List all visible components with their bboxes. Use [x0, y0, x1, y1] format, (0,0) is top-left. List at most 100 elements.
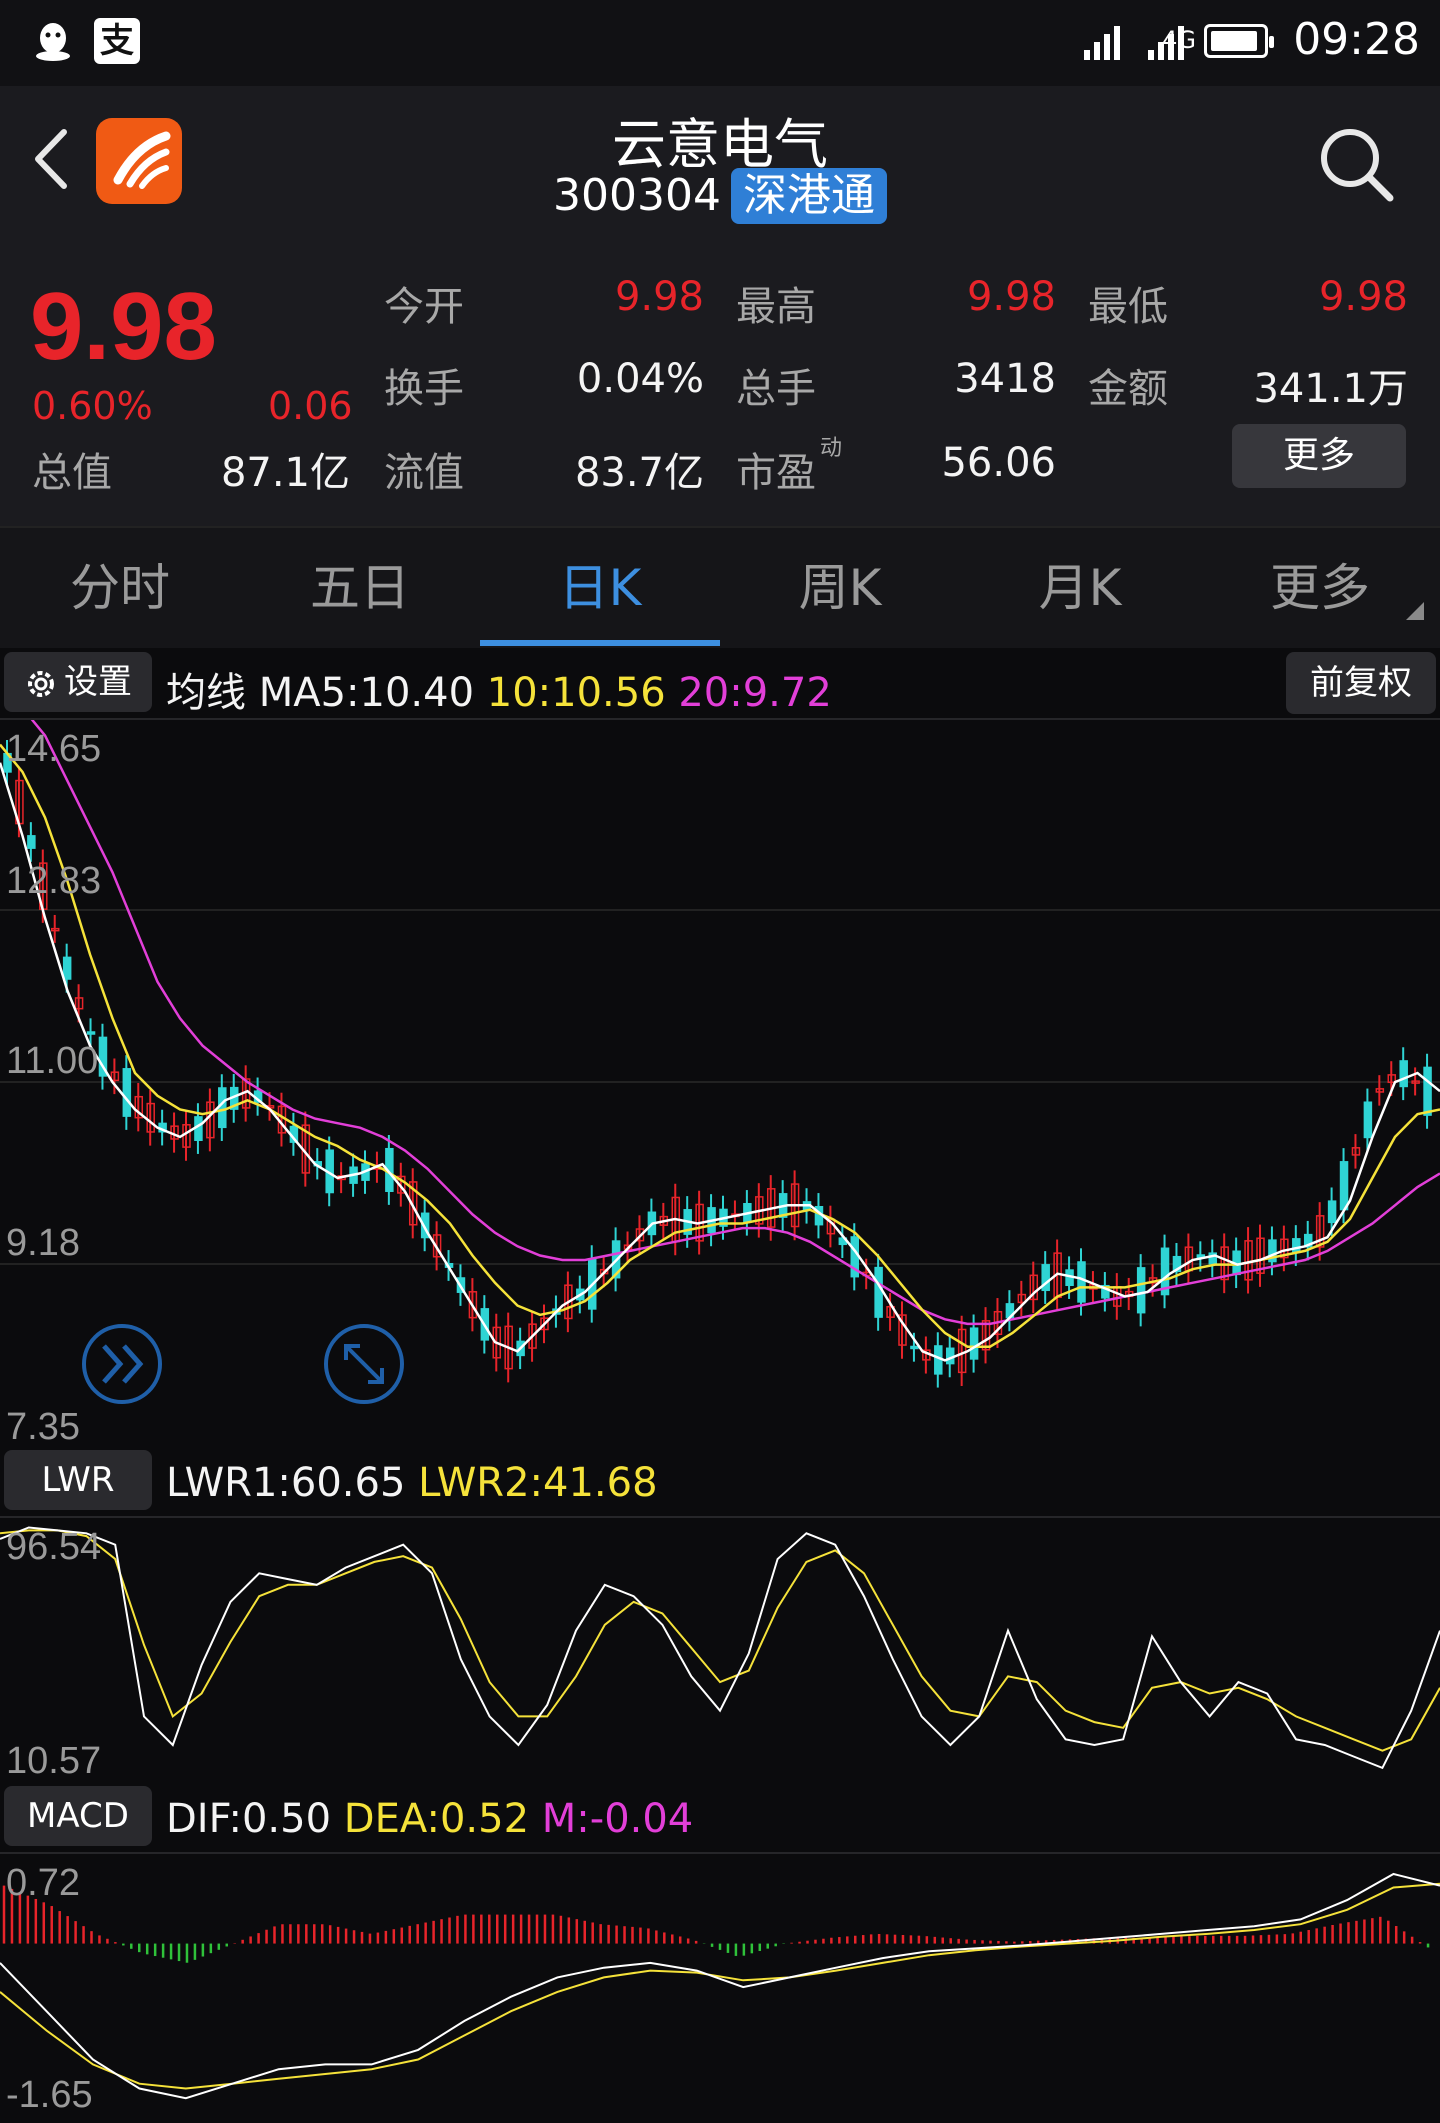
candle-body — [50, 927, 60, 932]
quote-label-low: 最低 — [1088, 284, 1168, 330]
search-icon[interactable] — [1316, 124, 1396, 204]
price-axis-label: 12.83 — [6, 860, 102, 902]
candle-body — [74, 997, 84, 1010]
quote-value-volume: 3418 — [954, 356, 1056, 402]
candle-body — [1363, 1101, 1373, 1139]
candle-body — [420, 1212, 430, 1239]
quote-value-turnover: 0.04% — [576, 356, 704, 402]
macd-legend: DIF:0.50 DEA:0.52 M:-0.04 — [166, 1796, 693, 1842]
quote-label-volume: 总手 — [736, 366, 816, 412]
candle-body — [110, 1071, 120, 1082]
candle-body — [408, 1181, 418, 1226]
tab-daily-k[interactable]: 日K — [558, 559, 642, 617]
candle-body — [1041, 1264, 1050, 1292]
quote-label-open: 今开 — [384, 284, 464, 330]
lwr-indicator-button[interactable]: LWR — [4, 1450, 152, 1510]
candle-body — [1160, 1247, 1170, 1296]
price-axis-label: 11.00 — [6, 1040, 99, 1082]
macd-indicator-button[interactable]: MACD — [4, 1786, 152, 1846]
market-badge: 深港通 — [730, 168, 887, 224]
candle-body — [86, 1031, 96, 1035]
candle-body — [492, 1326, 502, 1359]
change-percent: 0.60% — [32, 384, 153, 428]
candle-body — [945, 1347, 955, 1365]
last-price: 9.98 — [30, 273, 217, 380]
gear-icon — [28, 670, 54, 697]
candle-body — [1208, 1252, 1218, 1265]
pe-dynamic-mark: 动 — [820, 436, 843, 461]
quote-label-amount: 金额 — [1088, 366, 1168, 412]
quote-value-amount: 341.1万 — [1253, 366, 1408, 412]
macd-legend-row — [0, 1782, 1440, 1854]
fast-forward-icon[interactable] — [82, 1324, 162, 1404]
ma-title: 均线 — [166, 670, 246, 716]
candle-body — [1315, 1215, 1325, 1248]
candle-body — [1029, 1274, 1039, 1301]
back-icon[interactable] — [26, 124, 76, 194]
candle-body — [1327, 1200, 1337, 1224]
candle-body — [528, 1323, 537, 1349]
candle-body — [981, 1320, 991, 1351]
alipay-icon: 支 — [94, 18, 140, 64]
candle-body — [1411, 1080, 1420, 1084]
more-quote-button[interactable]: 更多 — [1232, 424, 1406, 488]
candle-body — [218, 1087, 227, 1129]
candle-body — [1339, 1161, 1349, 1211]
tab-weekly-k[interactable]: 周K — [798, 559, 882, 617]
tab-more-corner-icon — [1406, 602, 1424, 620]
header — [0, 86, 1440, 256]
candle-body — [1017, 1293, 1027, 1304]
candle-body — [27, 835, 36, 849]
macd-axis-label: -1.65 — [6, 2074, 93, 2116]
quote-value-pe: 56.06 — [941, 440, 1056, 486]
lwr-chart[interactable] — [0, 1518, 1440, 1782]
candle-body — [432, 1234, 442, 1258]
battery-icon — [1204, 24, 1274, 58]
fullscreen-icon[interactable] — [324, 1324, 404, 1404]
quote-value-open: 9.98 — [614, 274, 704, 320]
period-tabs — [0, 526, 1440, 648]
tab-more[interactable]: 更多 — [1270, 559, 1370, 617]
change-amount: 0.06 — [268, 384, 353, 428]
candle-body — [1256, 1237, 1265, 1274]
quote-label-pe: 市盈 — [736, 450, 816, 496]
candle-body — [122, 1068, 132, 1117]
forward-adjust-button[interactable]: 前复权 — [1286, 652, 1436, 714]
ma5-line — [0, 762, 1440, 1362]
app-logo — [96, 118, 182, 204]
macd-axis-label: 0.72 — [6, 1862, 80, 1904]
candle-body — [1375, 1088, 1385, 1093]
battery-level — [1211, 31, 1257, 51]
ma5-value: MA5:10.40 — [258, 670, 475, 716]
candlestick-chart[interactable] — [0, 720, 1440, 1446]
quote-panel — [0, 256, 1440, 526]
candle-body — [1172, 1255, 1182, 1273]
stock-code-row: 300304 深港通 — [0, 168, 1440, 224]
settings-button[interactable]: 设置 — [4, 652, 152, 712]
candle-body — [62, 956, 72, 980]
lwr2-value: LWR2:41.68 — [418, 1460, 658, 1506]
lwr-axis-label: 96.54 — [6, 1526, 102, 1568]
lwr-legend: LWR1:60.65 LWR2:41.68 — [166, 1460, 658, 1506]
quote-label-turnover: 换手 — [384, 366, 464, 412]
macd-chart[interactable] — [0, 1854, 1440, 2123]
lwr2-line — [0, 1529, 1440, 1752]
candle-body — [1101, 1284, 1110, 1299]
tab-five-day[interactable]: 五日 — [310, 559, 410, 617]
ma20-line — [30, 720, 1440, 1326]
ma-legend: 均线 MA5:10.40 10:10.56 20:9.72 — [166, 660, 832, 718]
quote-value-low: 9.98 — [1318, 274, 1408, 320]
candle-body — [1244, 1240, 1253, 1281]
settings-label: 设置 — [64, 662, 132, 702]
quote-value-high: 9.98 — [966, 274, 1056, 320]
active-tab-indicator — [480, 640, 720, 646]
stock-code: 300304 — [553, 170, 721, 221]
status-bar — [0, 0, 1440, 86]
ma-legend-row — [0, 648, 1440, 720]
price-axis-label: 14.65 — [6, 728, 102, 770]
tab-intraday[interactable]: 分时 — [70, 559, 170, 617]
candle-body — [468, 1291, 478, 1319]
dif-line — [0, 1872, 1440, 2100]
tab-monthly-k[interactable]: 月K — [1038, 559, 1122, 617]
signal-icon — [1084, 26, 1184, 60]
